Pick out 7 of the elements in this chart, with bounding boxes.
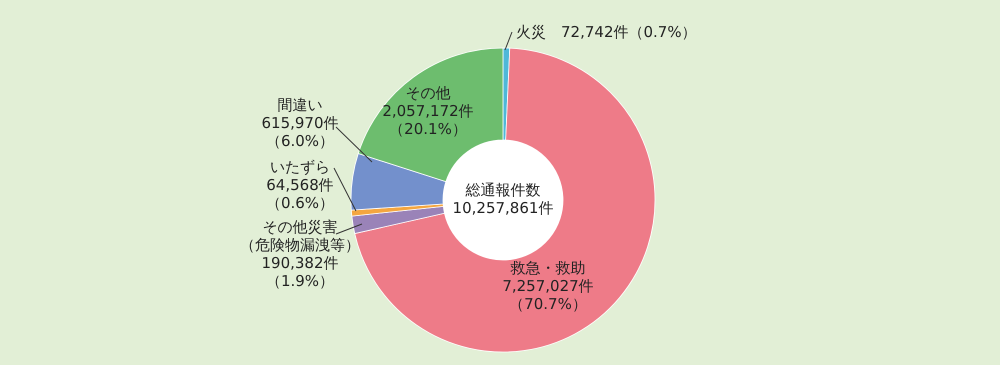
data-label: 190,382件（1.9%） <box>261 254 339 290</box>
data-label: 64,568件（0.6%） <box>266 176 334 212</box>
slice-label: その他災害（危険物漏洩等） <box>240 218 360 254</box>
center: 総通報件数 10,257,861件 <box>452 181 554 217</box>
data-label: 615,970件（6.0%） <box>261 114 339 150</box>
slice-label: 火災 72,742件（0.7%） <box>516 23 697 41</box>
slice-label: 間違い <box>278 96 322 114</box>
